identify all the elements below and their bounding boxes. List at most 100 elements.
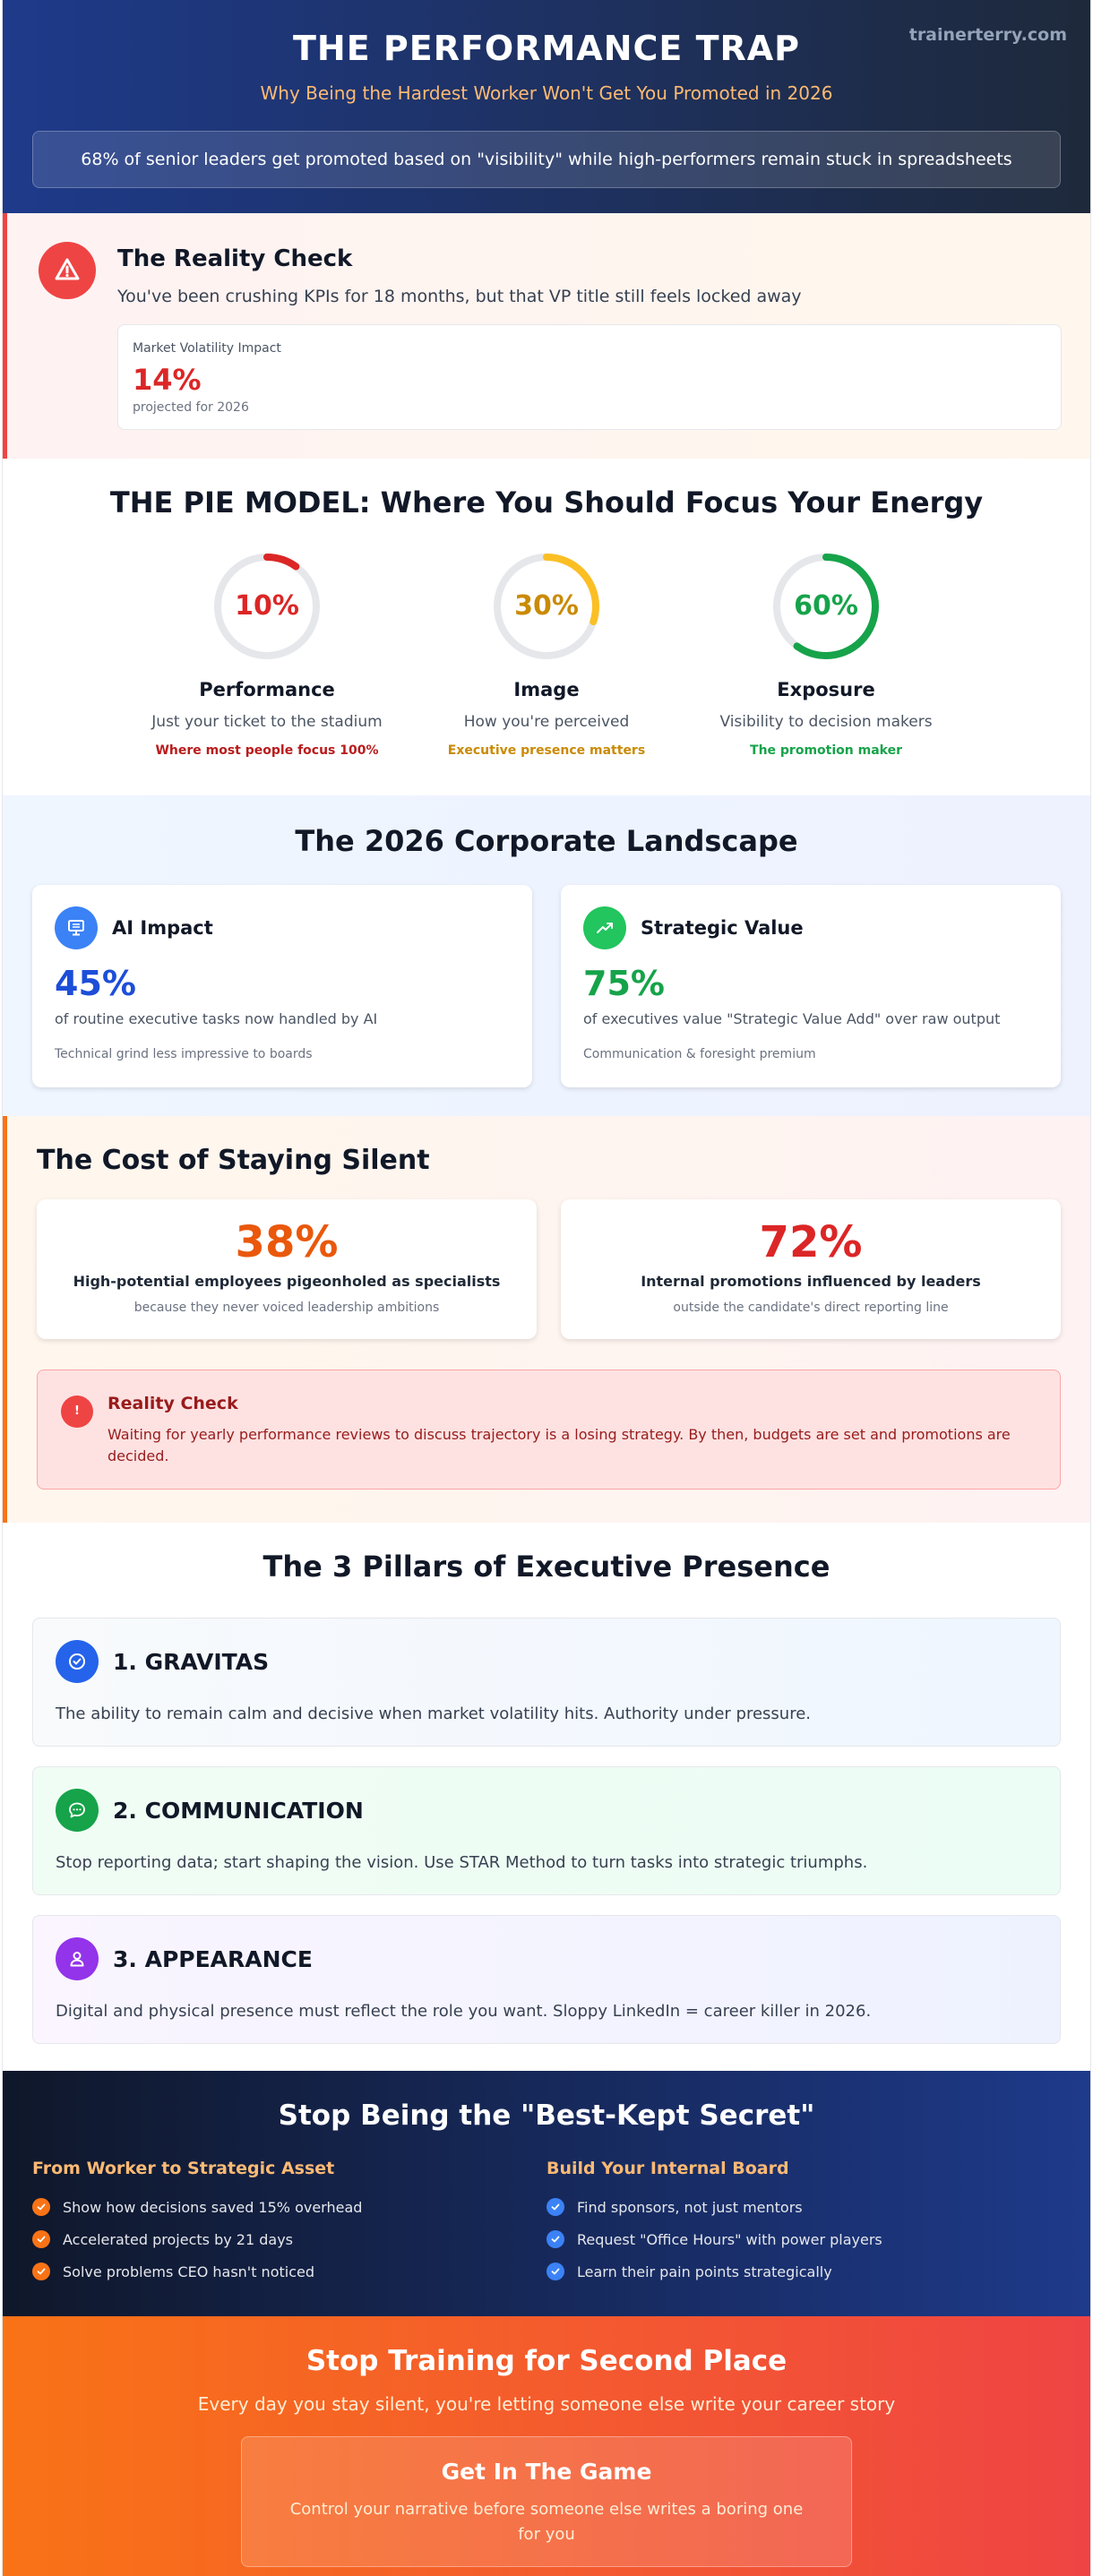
gauge-note: The promotion maker bbox=[750, 743, 902, 758]
gauge-note: Executive presence matters bbox=[447, 743, 646, 758]
gauge-arc bbox=[214, 554, 320, 659]
gauge-percent: 30% bbox=[514, 590, 579, 622]
pillar-appearance: 3. APPEARANCE Digital and physical prese… bbox=[32, 1915, 1061, 2044]
get-in-the-game-button[interactable]: Get In The Game Control your narrative b… bbox=[241, 2436, 852, 2567]
pillar-text: The ability to remain calm and decisive … bbox=[56, 1704, 812, 1723]
gauge-percent: 10% bbox=[235, 590, 299, 622]
stat-banner: 68% of senior leaders get promoted based… bbox=[32, 131, 1061, 188]
gauge-desc: Just your ticket to the stadium bbox=[151, 713, 383, 731]
reality-title: The Reality Check bbox=[117, 245, 353, 272]
brand-link[interactable]: trainerterry.com bbox=[908, 25, 1067, 45]
list-item-text: Accelerated projects by 21 days bbox=[63, 2230, 294, 2248]
list-item-text: Find sponsors, not just mentors bbox=[577, 2198, 803, 2216]
gauge-label: Exposure bbox=[777, 679, 875, 700]
gauge-image: 30% Image How you're perceived Executive… bbox=[407, 552, 686, 758]
check-icon bbox=[32, 2230, 50, 2248]
pillar-communication: 2. COMMUNICATION Stop reporting data; st… bbox=[32, 1766, 1061, 1895]
check-icon bbox=[32, 2263, 50, 2280]
volatility-label: Market Volatility Impact bbox=[133, 341, 281, 356]
card-desc: of routine executive tasks now handled b… bbox=[55, 1010, 378, 1027]
pillar-title: 2. COMMUNICATION bbox=[113, 1797, 364, 1824]
internal-board-column: Build Your Internal Board Find sponsors,… bbox=[546, 2159, 1061, 2288]
reality-text: You've been crushing KPIs for 18 months,… bbox=[117, 287, 802, 306]
cta-title: Stop Training for Second Place bbox=[306, 2345, 787, 2377]
monitor-icon bbox=[55, 906, 98, 949]
stat-value: 72% bbox=[759, 1217, 863, 1267]
check-icon bbox=[546, 2198, 564, 2216]
gauge-ring-exposure bbox=[773, 554, 879, 659]
list-item: Learn their pain points strategically bbox=[546, 2255, 1061, 2288]
list-item: Accelerated projects by 21 days bbox=[32, 2223, 546, 2255]
list-item: Find sponsors, not just mentors bbox=[546, 2191, 1061, 2223]
user-icon bbox=[56, 1937, 99, 1980]
card-title: Strategic Value bbox=[641, 917, 804, 939]
pillars-title: The 3 Pillars of Executive Presence bbox=[262, 1550, 831, 1584]
check-circle-icon bbox=[56, 1640, 99, 1683]
stat-value: 38% bbox=[235, 1217, 339, 1267]
cta-box-text: Control your narrative before someone el… bbox=[289, 2500, 804, 2544]
gauge-row: 10% Performance Just your ticket to the … bbox=[3, 552, 1090, 758]
list-item-text: Show how decisions saved 15% overhead bbox=[63, 2198, 363, 2216]
volatility-card: Market Volatility Impact 14% projected f… bbox=[117, 324, 1062, 430]
list-item-text: Request "Office Hours" with power player… bbox=[577, 2230, 882, 2248]
best-kept-secret-section: Stop Being the "Best-Kept Secret" From W… bbox=[3, 2071, 1090, 2316]
stat-card: 72% Internal promotions influenced by le… bbox=[561, 1199, 1061, 1339]
cost-section: The Cost of Staying Silent 38% High-pote… bbox=[3, 1116, 1090, 1523]
pillar-gravitas: 1. GRAVITAS The ability to remain calm a… bbox=[32, 1618, 1061, 1747]
gauge-percent: 60% bbox=[794, 590, 858, 622]
volatility-note: projected for 2026 bbox=[133, 400, 249, 415]
card-note: Communication & foresight premium bbox=[583, 1047, 816, 1061]
card-value: 45% bbox=[55, 964, 136, 1003]
landscape-title: The 2026 Corporate Landscape bbox=[295, 824, 798, 858]
stat-label: Internal promotions influenced by leader… bbox=[641, 1273, 981, 1290]
card-note: Technical grind less impressive to board… bbox=[55, 1047, 313, 1061]
cost-title: The Cost of Staying Silent bbox=[37, 1145, 430, 1176]
check-icon bbox=[546, 2230, 564, 2248]
list-item: Show how decisions saved 15% overhead bbox=[32, 2191, 546, 2223]
ai-impact-card: AI Impact 45% of routine executive tasks… bbox=[32, 885, 532, 1087]
list-item: Solve problems CEO hasn't noticed bbox=[32, 2255, 546, 2288]
gauge-label: Performance bbox=[199, 679, 335, 700]
stat-label: High-potential employees pigeonholed as … bbox=[73, 1273, 501, 1290]
check-icon bbox=[32, 2198, 50, 2216]
landscape-section: The 2026 Corporate Landscape AI Impact bbox=[3, 795, 1090, 1116]
pillar-text: Digital and physical presence must refle… bbox=[56, 2002, 872, 2021]
stat-note: because they never voiced leadership amb… bbox=[133, 1301, 440, 1315]
gauge-note: Where most people focus 100% bbox=[155, 743, 379, 758]
gauge-ring-performance bbox=[214, 554, 320, 659]
page-title: THE PERFORMANCE TRAP bbox=[292, 29, 801, 68]
alert-title: Reality Check bbox=[108, 1394, 238, 1413]
volatility-value: 14% bbox=[133, 363, 202, 397]
gauge-label: Image bbox=[513, 679, 580, 700]
gauge-arc bbox=[494, 554, 599, 659]
gauge-desc: How you're perceived bbox=[463, 713, 630, 731]
pillar-title: 1. GRAVITAS bbox=[113, 1648, 270, 1675]
gauge-arc bbox=[773, 554, 879, 659]
list-item-text: Learn their pain points strategically bbox=[577, 2263, 832, 2280]
header: trainerterry.com THE PERFORMANCE TRAP Wh… bbox=[3, 0, 1090, 213]
stat-note: outside the candidate's direct reporting… bbox=[673, 1301, 949, 1315]
alert-icon: ! bbox=[61, 1395, 93, 1428]
pie-model-section: THE PIE MODEL: Where You Should Focus Yo… bbox=[3, 459, 1090, 795]
pie-title: THE PIE MODEL: Where You Should Focus Yo… bbox=[109, 485, 984, 519]
page-subtitle: Why Being the Hardest Worker Won't Get Y… bbox=[260, 82, 833, 104]
card-value: 75% bbox=[583, 964, 665, 1003]
strategic-value-card: Strategic Value 75% of executives value … bbox=[561, 885, 1061, 1087]
column-title: From Worker to Strategic Asset bbox=[32, 2159, 335, 2178]
stat-card: 38% High-potential employees pigeonholed… bbox=[37, 1199, 537, 1339]
card-desc: of executives value "Strategic Value Add… bbox=[583, 1010, 1001, 1027]
strategic-asset-column: From Worker to Strategic Asset Show how … bbox=[32, 2159, 546, 2288]
reality-alert: ! Reality Check Waiting for yearly perfo… bbox=[37, 1370, 1061, 1490]
cta-section: Stop Training for Second Place Every day… bbox=[3, 2316, 1090, 2576]
gauge-desc: Visibility to decision makers bbox=[719, 713, 933, 731]
trending-up-icon bbox=[583, 906, 626, 949]
list-item-text: Solve problems CEO hasn't noticed bbox=[63, 2263, 314, 2280]
pillars-section: The 3 Pillars of Executive Presence 1. G… bbox=[3, 1523, 1090, 2071]
gauge-performance: 10% Performance Just your ticket to the … bbox=[127, 552, 407, 758]
card-title: AI Impact bbox=[112, 917, 213, 939]
pillar-title: 3. APPEARANCE bbox=[113, 1945, 313, 1972]
list-item: Request "Office Hours" with power player… bbox=[546, 2223, 1061, 2255]
reality-check-section: The Reality Check You've been crushing K… bbox=[3, 213, 1090, 459]
chat-bubble-icon bbox=[56, 1789, 99, 1832]
